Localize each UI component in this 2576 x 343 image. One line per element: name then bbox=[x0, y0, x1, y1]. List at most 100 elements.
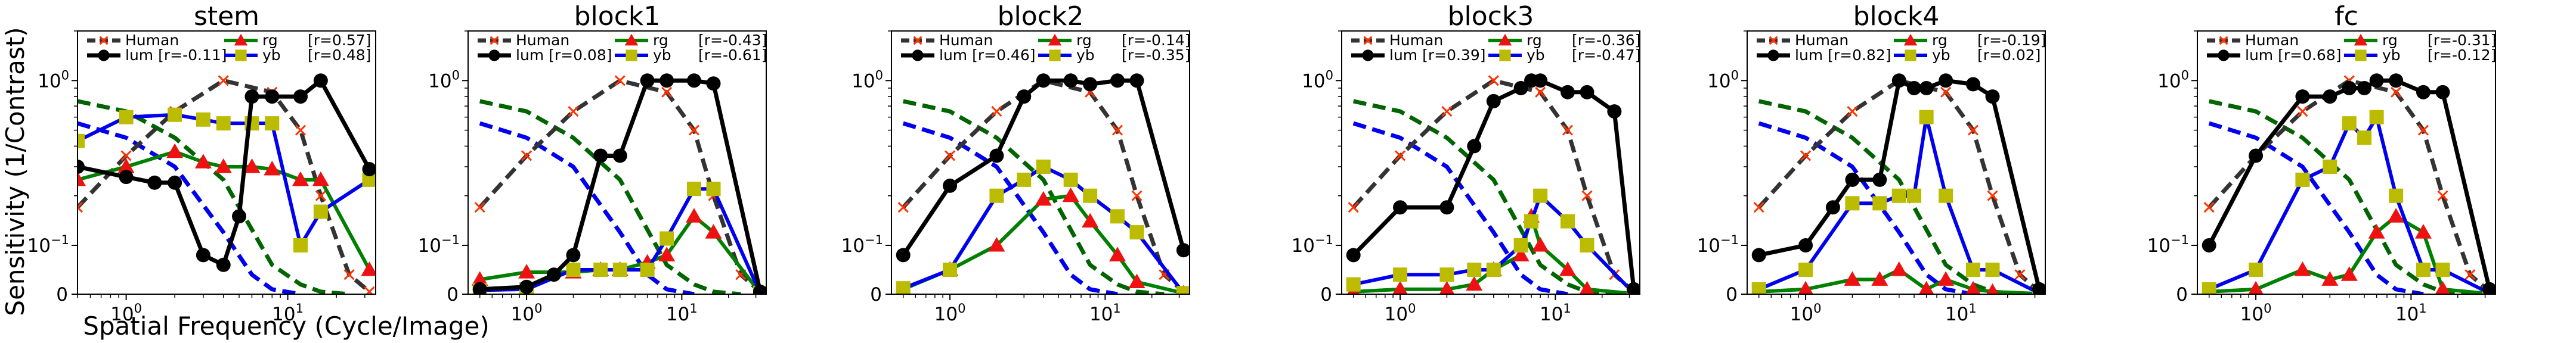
series-line-yb bbox=[902, 165, 1185, 294]
data-point bbox=[1131, 190, 1143, 201]
legend-label-yb: yb bbox=[2382, 46, 2401, 64]
legend-label-rg: rg bbox=[1076, 32, 1092, 49]
data-point bbox=[2323, 89, 2337, 104]
data-point bbox=[2202, 282, 2216, 294]
data-point bbox=[566, 263, 581, 277]
data-point bbox=[1176, 243, 1190, 258]
x-tick-label: 101 bbox=[1540, 301, 1571, 325]
data-point bbox=[315, 190, 326, 201]
series-line-yb bbox=[78, 113, 371, 247]
data-point bbox=[1393, 200, 1408, 215]
data-point bbox=[1393, 267, 1408, 282]
legend-label-lum: lum [r=0.68] bbox=[2245, 46, 2342, 64]
legend-label-rg: rg bbox=[1932, 32, 1948, 49]
legend-label-yb: yb bbox=[1076, 46, 1095, 64]
x-tick-label: 101 bbox=[1089, 301, 1121, 325]
data-point bbox=[1533, 73, 1548, 88]
data-point bbox=[78, 133, 85, 148]
data-point bbox=[120, 150, 132, 161]
data-point bbox=[1580, 85, 1594, 99]
data-point bbox=[1907, 188, 1922, 203]
data-point bbox=[362, 162, 376, 177]
x-tick-label: 100 bbox=[110, 301, 142, 325]
data-point bbox=[688, 124, 700, 136]
data-point bbox=[1890, 261, 1908, 276]
data-point bbox=[897, 202, 909, 213]
data-point bbox=[566, 248, 581, 263]
plot-area bbox=[2202, 73, 2496, 294]
chart-title: stem bbox=[194, 1, 259, 32]
data-point bbox=[313, 204, 328, 219]
series-line-human-rg bbox=[78, 99, 349, 294]
legend-label-rg: rg bbox=[1527, 32, 1542, 49]
data-point bbox=[989, 148, 1004, 163]
data-point bbox=[1499, 49, 1511, 61]
y-tick-label: 100 bbox=[1302, 68, 1333, 92]
data-point bbox=[1348, 202, 1359, 213]
plot-frame bbox=[77, 30, 376, 295]
series-line-human-rg bbox=[2208, 99, 2470, 294]
data-point bbox=[1985, 263, 2000, 277]
data-point bbox=[1626, 282, 1640, 294]
data-point bbox=[1439, 280, 1455, 294]
data-point bbox=[1049, 49, 1061, 61]
data-point bbox=[2435, 85, 2450, 99]
data-point bbox=[1845, 196, 1860, 211]
data-point bbox=[1176, 286, 1190, 294]
data-point bbox=[1062, 187, 1079, 202]
y-tick-label: 10−1 bbox=[1697, 233, 1739, 257]
y-tick-label: 0 bbox=[56, 284, 68, 305]
y-tick-label: 100 bbox=[428, 68, 460, 92]
data-point bbox=[2417, 124, 2429, 136]
data-point bbox=[343, 269, 355, 280]
data-point bbox=[1109, 247, 1126, 261]
data-point bbox=[472, 282, 487, 294]
data-point bbox=[99, 36, 109, 45]
plot-frame bbox=[2197, 30, 2496, 295]
series-line-human-yb bbox=[1352, 121, 1568, 294]
data-point bbox=[989, 188, 1004, 203]
y-tick-label: 0 bbox=[1320, 284, 1332, 305]
data-point bbox=[2464, 269, 2476, 280]
data-point bbox=[119, 110, 134, 124]
data-point bbox=[1753, 202, 1764, 213]
data-point bbox=[2369, 73, 2384, 88]
series-line-human-rg bbox=[1352, 99, 1615, 294]
data-point bbox=[293, 238, 308, 252]
plot-frame bbox=[467, 30, 767, 295]
y-tick-label: 10−1 bbox=[27, 233, 69, 257]
data-point bbox=[1082, 213, 1099, 228]
data-point bbox=[1940, 86, 1952, 98]
data-point bbox=[2203, 202, 2215, 213]
data-point bbox=[1017, 172, 1032, 187]
data-point bbox=[2323, 159, 2337, 174]
data-point bbox=[612, 148, 627, 163]
data-point bbox=[896, 248, 911, 263]
chart-title: fc bbox=[2334, 1, 2358, 32]
y-tick-label: 100 bbox=[2157, 68, 2189, 92]
data-point bbox=[1939, 73, 1953, 88]
data-point bbox=[1486, 93, 1501, 108]
data-point bbox=[1579, 280, 1595, 294]
data-point bbox=[243, 158, 261, 173]
data-point bbox=[626, 49, 637, 61]
legend-label-human: Human bbox=[125, 32, 179, 49]
data-point bbox=[568, 106, 579, 117]
data-point bbox=[913, 36, 922, 45]
data-point bbox=[1439, 267, 1454, 282]
plot-area bbox=[471, 73, 766, 294]
data-point bbox=[2416, 263, 2431, 277]
chart-title: block4 bbox=[1853, 1, 1940, 32]
data-point bbox=[1392, 280, 1408, 294]
data-point bbox=[231, 209, 246, 224]
data-point bbox=[2435, 280, 2451, 294]
data-point bbox=[2249, 148, 2264, 163]
y-tick-label: 10−1 bbox=[418, 233, 460, 257]
data-point bbox=[364, 286, 375, 294]
data-point bbox=[1129, 73, 1144, 88]
data-point bbox=[1798, 280, 1813, 294]
data-point bbox=[194, 154, 212, 169]
